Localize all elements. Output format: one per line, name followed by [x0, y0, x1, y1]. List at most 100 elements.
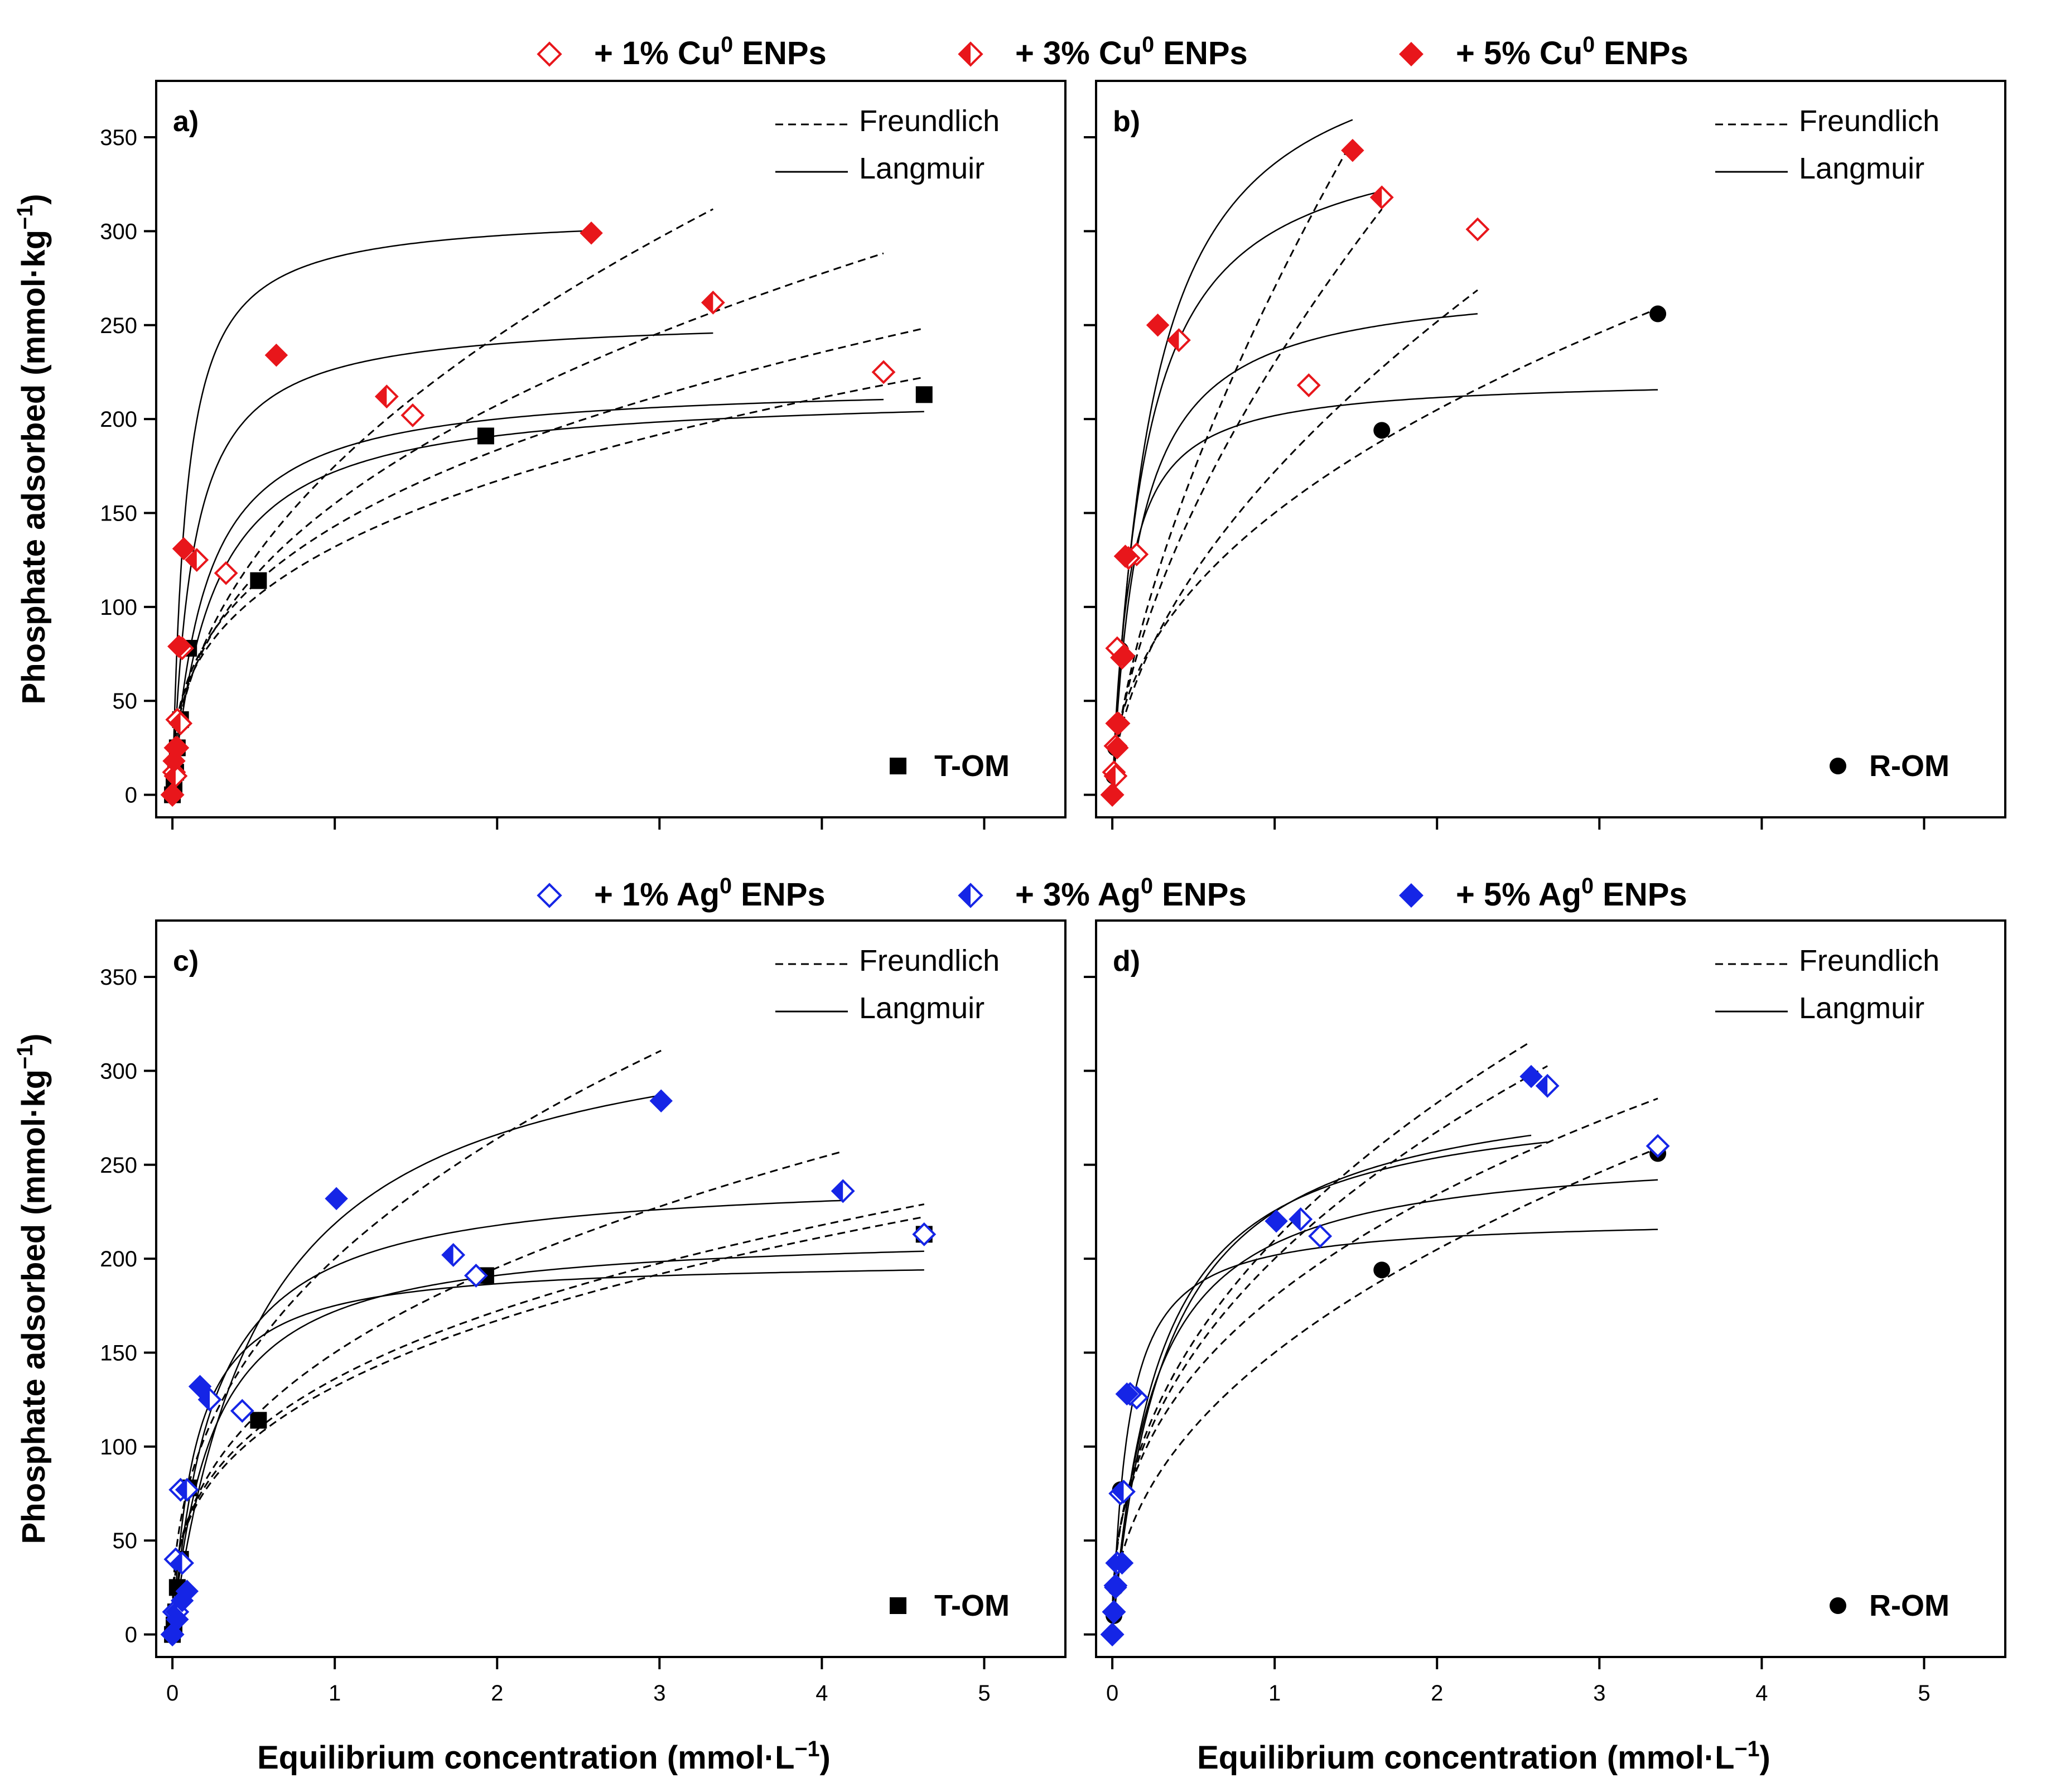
langmuir-curve-1-cu-enps: [1111, 313, 1478, 795]
fit-legend-label-freundlich: Freundlich: [859, 104, 1000, 138]
data-point: [1289, 1207, 1313, 1231]
langmuir-curve-5-cu-enps: [171, 230, 592, 795]
y-tick-label: 100: [100, 1435, 137, 1459]
panel-b: b) Freundlich Langmuir R-OM: [1084, 80, 2006, 830]
data-point: [464, 1264, 488, 1288]
data-point: [161, 783, 184, 807]
langmuir-curve-1-ag-enps: [1111, 1179, 1658, 1635]
data-point: [1341, 138, 1364, 162]
panel-a: 0 50 100 150 200 250 300 350 a) Freundlich Langmui…: [13, 80, 1067, 830]
panel-label: b): [1113, 105, 1140, 138]
data-point: [1112, 644, 1136, 668]
sample-legend-label: T-OM: [934, 749, 1010, 783]
y-tick-label: 150: [100, 501, 137, 526]
langmuir-curve-r-om: [1111, 389, 1658, 795]
data-point: [1296, 373, 1321, 397]
data-point: [400, 403, 425, 427]
x-tick-label: 2: [491, 1681, 503, 1706]
data-point: [250, 1412, 267, 1429]
y-tick-label: 200: [100, 1247, 137, 1271]
legend-marker-1-cu: [537, 41, 562, 67]
data-point: [580, 221, 603, 245]
plot-frame: [1095, 919, 2006, 1658]
legend-ag-enps: + 1% Ag0 ENPs + 3% Ag0 ENPs + 5% Ag0 ENPs: [537, 874, 1687, 913]
data-point: [170, 1551, 194, 1576]
series-1-cu-enps: [1100, 217, 1490, 807]
series-1-ag-enps: [160, 1222, 937, 1647]
langmuir-curve-t-om: [171, 1250, 924, 1635]
x-axis-label: Equilibrium concentration (mmol·L−1): [257, 1737, 831, 1776]
data-point: [185, 548, 209, 572]
data-point: [1112, 1480, 1136, 1504]
freundlich-curve-1-cu-enps: [1111, 289, 1478, 788]
freundlich-curve-3-ag-enps: [171, 1150, 843, 1614]
legend-cu-enps: + 1% Cu0 ENPs + 3% Cu0 ENPs + 5% Cu0 ENPs: [537, 32, 1688, 71]
series-3-cu-enps: [160, 290, 725, 807]
data-point: [1373, 1261, 1391, 1279]
sample-legend-marker: [1830, 758, 1846, 774]
panel-label: d): [1113, 945, 1140, 977]
data-point: [264, 343, 288, 367]
x-tick-label: 4: [1755, 1681, 1768, 1706]
legend-label-1-cu: + 1% Cu0 ENPs: [594, 32, 827, 71]
freundlich-curve-5-cu-enps: [171, 208, 714, 783]
data-point: [167, 634, 191, 658]
x-tick-label: 1: [1268, 1681, 1281, 1706]
data-point: [1107, 711, 1131, 735]
x-tick-label: 4: [815, 1681, 828, 1706]
legend-marker-5-cu: [1399, 42, 1423, 66]
data-point: [374, 384, 399, 409]
data-point: [1519, 1064, 1543, 1088]
sample-legend-label: R-OM: [1869, 1589, 1950, 1622]
y-tick-label: 250: [100, 314, 137, 338]
x-tick-label: 3: [653, 1681, 665, 1706]
data-point: [1115, 1382, 1139, 1406]
freundlich-curve-1-cu-enps: [171, 327, 925, 773]
series-t-om: [164, 386, 933, 803]
freundlich-curve-r-om: [1111, 307, 1658, 782]
x-tick-label: 3: [1593, 1681, 1605, 1706]
series-5-cu-enps: [161, 221, 603, 807]
data-point: [197, 1388, 222, 1412]
data-point: [915, 386, 933, 403]
data-point: [1101, 783, 1124, 807]
sample-legend-marker: [890, 1597, 906, 1614]
x-tick-label: 0: [1106, 1681, 1118, 1706]
data-point: [175, 1477, 199, 1502]
langmuir-curve-5-ag-enps: [171, 1094, 662, 1635]
series-5-cu-enps: [1101, 138, 1364, 807]
y-tick-label: 350: [100, 126, 137, 150]
fit-legend-label-langmuir: Langmuir: [859, 152, 985, 185]
panel-label: c): [173, 945, 199, 977]
fit-legend-label-freundlich: Freundlich: [1799, 944, 1939, 977]
panel-d: 0 1 2 3 4 5 d) Freundlich Langmuir R-OM Equilibriu…: [1084, 919, 2006, 1776]
data-point: [1308, 1224, 1333, 1249]
data-point: [214, 561, 238, 585]
langmuir-curve-3-cu-enps: [1111, 190, 1382, 795]
data-point: [164, 736, 187, 760]
series-1-cu-enps: [160, 360, 896, 807]
data-point: [1106, 736, 1129, 760]
y-tick-label: 250: [100, 1153, 137, 1178]
legend-label-3-cu: + 3% Cu0 ENPs: [1015, 32, 1248, 71]
data-point: [175, 1579, 199, 1603]
data-point: [168, 711, 193, 736]
data-point: [477, 427, 494, 445]
data-point: [1167, 328, 1191, 353]
fit-curves: [171, 1049, 925, 1635]
plot-frame: [1095, 80, 2006, 818]
legend-label-5-cu: + 5% Cu0 ENPs: [1456, 32, 1688, 71]
legend-label-5-ag: + 5% Ag0 ENPs: [1456, 874, 1687, 913]
fit-curves: [171, 208, 925, 795]
x-tick-label: 2: [1431, 1681, 1443, 1706]
series-5-ag-enps: [161, 1089, 673, 1646]
series-3-ag-enps: [1100, 1073, 1560, 1647]
data-point: [1265, 1210, 1288, 1233]
x-axis-label: Equilibrium concentration (mmol·L−1): [1197, 1737, 1770, 1776]
data-point: [1146, 314, 1170, 337]
legend-marker-3-ag: [958, 883, 983, 908]
y-tick-label: 100: [100, 595, 137, 620]
data-point: [172, 537, 196, 561]
y-tick-label: 300: [100, 1059, 137, 1083]
